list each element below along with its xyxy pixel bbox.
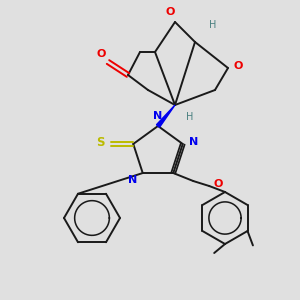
Text: N: N <box>153 111 163 121</box>
Text: H: H <box>209 20 216 30</box>
Text: N: N <box>128 175 138 185</box>
Text: O: O <box>165 7 175 17</box>
Text: N: N <box>189 137 198 147</box>
Text: S: S <box>96 136 104 149</box>
Text: O: O <box>233 61 242 71</box>
Polygon shape <box>156 105 175 127</box>
Text: O: O <box>97 49 106 59</box>
Text: O: O <box>213 179 223 189</box>
Text: H: H <box>186 112 194 122</box>
